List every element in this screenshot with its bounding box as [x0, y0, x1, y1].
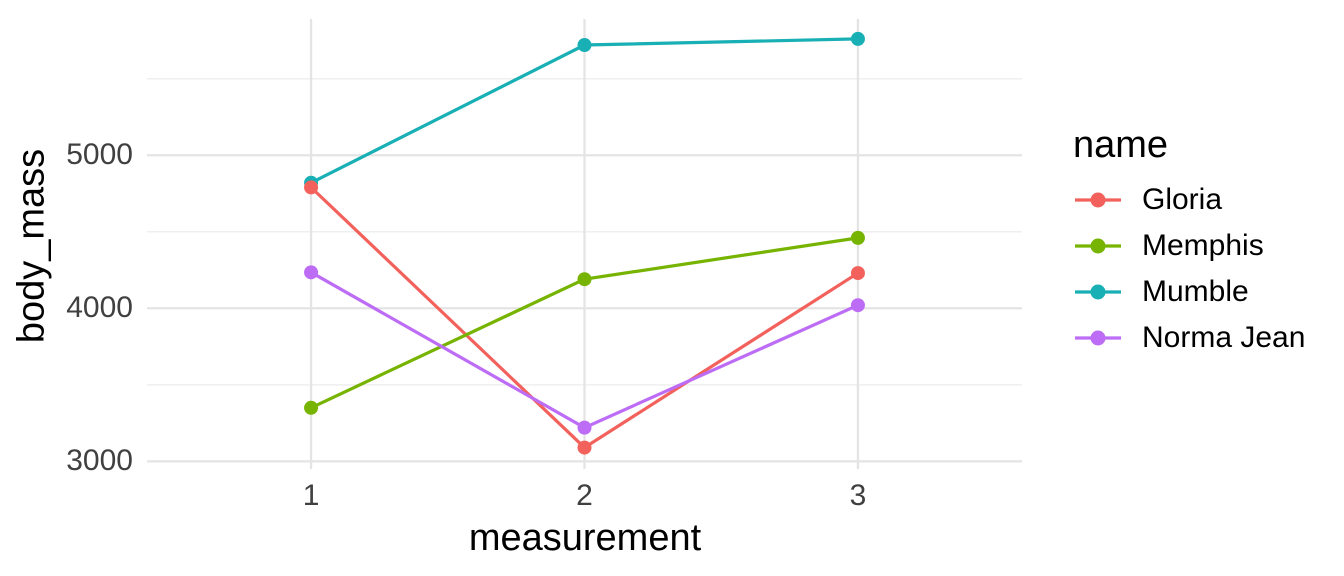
- legend-key-memphis: [1075, 238, 1121, 254]
- legend-item-gloria: Gloria: [1073, 177, 1305, 223]
- legend-item-memphis: Memphis: [1073, 223, 1305, 269]
- legend-item-label: Memphis: [1142, 229, 1264, 262]
- x-axis-title: measurement: [468, 517, 702, 559]
- data-point-memphis-m3: [850, 230, 865, 245]
- legend-key-mumble: [1075, 284, 1121, 300]
- legend-title: name: [1073, 124, 1169, 166]
- data-point-gloria-m2: [577, 440, 592, 455]
- legend-key-norma-jean: [1075, 330, 1121, 346]
- legend-entries: Gloria Memphis Mumble Norma Jean: [1073, 177, 1305, 361]
- y-tick-label-5000: 5000: [66, 138, 133, 172]
- data-point-gloria-m1: [304, 180, 319, 195]
- data-point-memphis-m2: [577, 272, 592, 287]
- data-point-norma-jean-m1: [304, 265, 319, 280]
- data-point-memphis-m1: [304, 400, 319, 415]
- x-tick-label-1: 1: [302, 479, 320, 512]
- x-tick-label-2: 2: [576, 479, 593, 512]
- legend-key-gloria: [1075, 192, 1121, 208]
- legend-item-label: Norma Jean: [1142, 321, 1306, 354]
- data-point-norma-jean-m3: [850, 298, 865, 313]
- data-point-norma-jean-m2: [577, 420, 592, 435]
- legend-item-norma-jean: Norma Jean: [1073, 315, 1305, 361]
- data-point-mumble-m2: [577, 38, 592, 53]
- y-tick-label-4000: 4000: [66, 291, 133, 325]
- legend-item-label: Mumble: [1142, 275, 1249, 308]
- legend-key-point-gloria: [1090, 192, 1106, 208]
- data-point-mumble-m3: [850, 31, 865, 46]
- legend-key-point-mumble: [1090, 284, 1106, 300]
- legend-item-label: Gloria: [1142, 183, 1223, 216]
- data-point-gloria-m3: [850, 266, 865, 281]
- legend: name Gloria Memphis Mumble Norma Jean: [1073, 123, 1305, 361]
- x-tick-label-3: 3: [849, 479, 867, 512]
- legend-key-point-norma-jean: [1090, 330, 1106, 346]
- legend-item-mumble: Mumble: [1073, 269, 1305, 315]
- y-tick-label-3000: 3000: [66, 444, 133, 478]
- legend-key-point-memphis: [1090, 238, 1106, 254]
